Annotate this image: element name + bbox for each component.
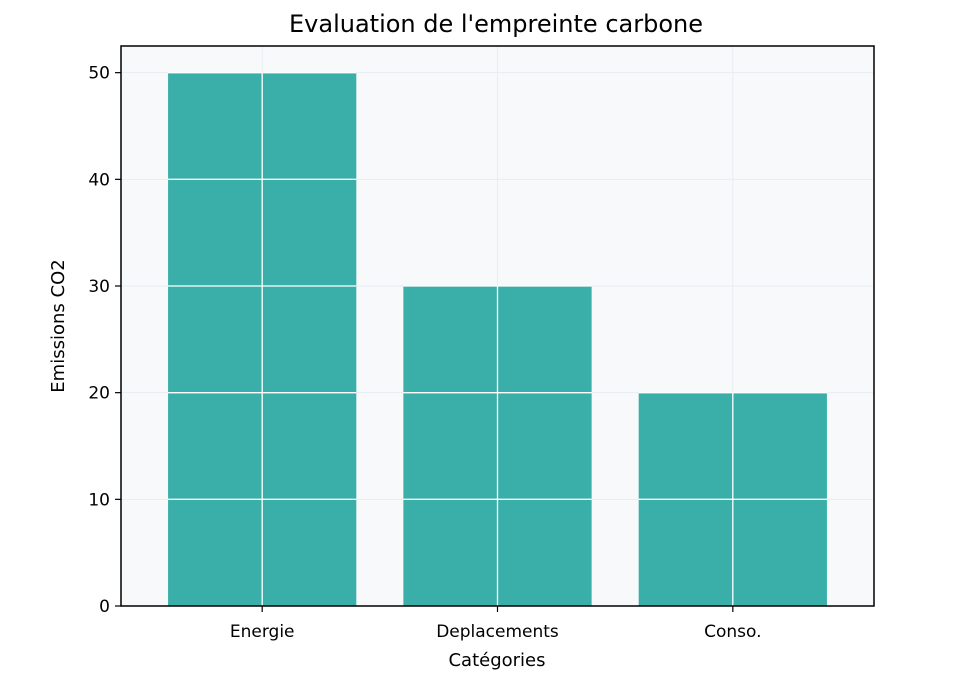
y-tick-label: 0 <box>99 597 110 617</box>
y-axis-ticks: 0 10 20 30 40 50 <box>88 64 121 617</box>
y-tick-label: 30 <box>88 277 110 297</box>
x-axis-ticks: Energie Deplacements Conso. <box>230 606 762 642</box>
chart-title: Evaluation de l'empreinte carbone <box>289 10 703 38</box>
x-axis-label: Catégories <box>448 650 545 671</box>
y-tick-label: 20 <box>88 384 110 404</box>
y-axis-label: Emissions CO2 <box>48 259 69 392</box>
y-tick-label: 40 <box>88 170 110 190</box>
x-tick-label: Conso. <box>704 622 761 642</box>
x-tick-label: Deplacements <box>436 622 559 642</box>
y-tick-label: 10 <box>88 490 110 510</box>
grid-lines-over-bars <box>168 72 827 606</box>
y-tick-label: 50 <box>88 64 110 84</box>
x-tick-label: Energie <box>230 622 295 642</box>
